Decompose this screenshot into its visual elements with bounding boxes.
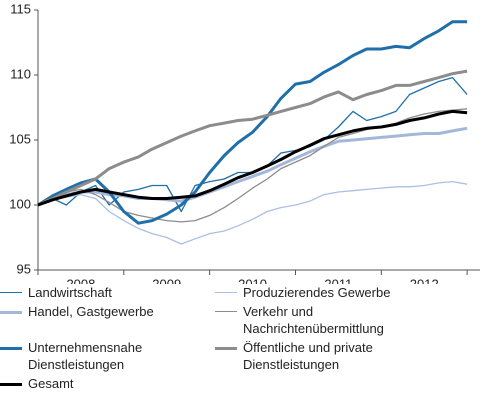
legend-label: Landwirtschaft bbox=[28, 285, 112, 300]
legend-swatch bbox=[0, 383, 22, 386]
legend-item: Öffentliche und private Dienstleistungen bbox=[215, 339, 491, 373]
legend-item: Produzierendes Gewerbe bbox=[215, 284, 491, 301]
legend-swatch bbox=[215, 292, 237, 293]
x-tick-label: 2012 bbox=[410, 276, 439, 284]
y-tick-label: 100 bbox=[9, 196, 31, 211]
y-tick-label: 115 bbox=[10, 1, 31, 16]
legend-swatch bbox=[0, 311, 22, 314]
y-tick-label: 95 bbox=[17, 261, 31, 276]
x-tick-label: 2008 bbox=[66, 276, 95, 284]
legend-swatch bbox=[215, 347, 237, 350]
x-tick-label: 2009 bbox=[152, 276, 181, 284]
legend-item: Landwirtschaft bbox=[0, 284, 215, 301]
legend-swatch bbox=[215, 311, 237, 312]
legend-label: Verkehr und Nachrichtenübermittlung bbox=[243, 304, 384, 336]
legend-item: Gesamt bbox=[0, 375, 215, 392]
x-tick-label: 2011 bbox=[324, 276, 352, 284]
legend-item: Verkehr und Nachrichtenübermittlung bbox=[215, 303, 491, 337]
chart: 95 100 105 110 115 2008 2009 2010 2011 2012 bbox=[9, 1, 480, 291]
legend-label: Produzierendes Gewerbe bbox=[243, 285, 391, 300]
series-line bbox=[37, 109, 468, 207]
x-tick-label: 2010 bbox=[238, 276, 267, 284]
legend-label: Unternehmensnahe Dienstleistungen bbox=[28, 340, 143, 372]
legend: Landwirtschaft Produzierendes Gewerbe Hand… bbox=[0, 284, 491, 392]
series-line bbox=[37, 126, 468, 207]
y-tick-label: 105 bbox=[9, 131, 31, 146]
legend-item: Handel, Gastgewerbe bbox=[0, 303, 215, 337]
legend-swatch bbox=[0, 292, 22, 293]
legend-label: Öffentliche und private Dienstleistungen bbox=[243, 340, 373, 372]
y-tick-label: 110 bbox=[10, 66, 31, 81]
legend-label: Handel, Gastgewerbe bbox=[28, 304, 154, 319]
legend-swatch bbox=[0, 347, 22, 350]
series-line bbox=[37, 69, 468, 207]
series-line bbox=[37, 180, 468, 245]
legend-item: Unternehmensnahe Dienstleistungen bbox=[0, 339, 215, 373]
legend-label: Gesamt bbox=[28, 376, 74, 391]
